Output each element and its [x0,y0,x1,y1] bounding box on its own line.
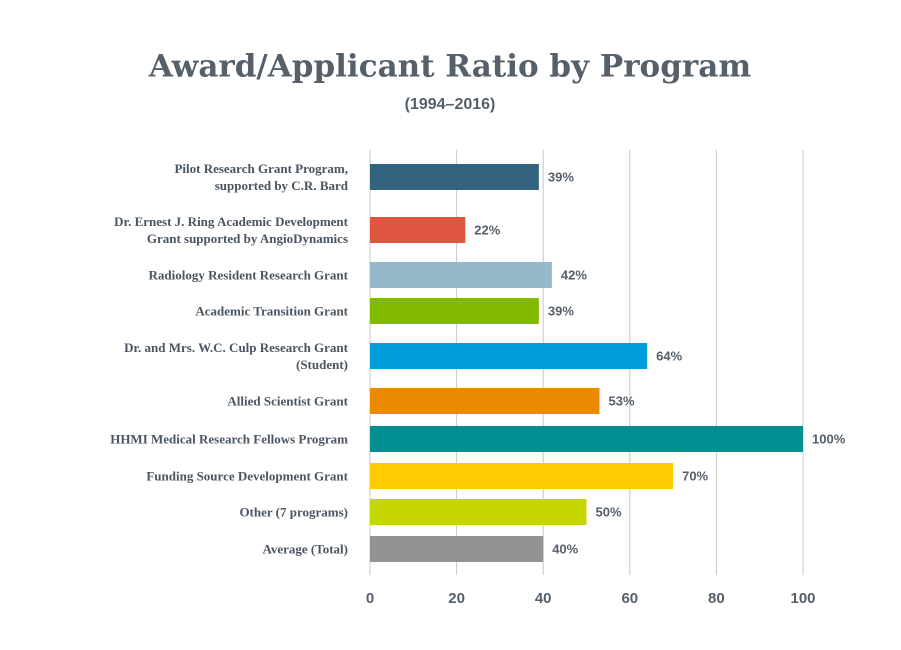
x-tick-label: 0 [366,590,374,607]
bar [370,217,466,243]
chart-title: Award/Applicant Ratio by Program [148,49,751,85]
bar [370,388,600,414]
category-label: Average (Total) [262,541,348,557]
bar [370,499,587,525]
chart-subtitle: (1994–2016) [405,96,496,113]
x-tick-label: 60 [621,590,638,607]
x-tick-label: 40 [535,590,552,607]
value-label: 53% [608,393,634,408]
value-label: 40% [552,541,578,556]
bar [370,536,544,562]
x-tick-label: 100 [790,590,815,607]
bar [370,262,552,288]
value-label: 64% [656,348,682,363]
category-label: Academic Transition Grant [195,303,348,319]
value-label: 70% [682,468,708,483]
bar [370,343,648,369]
value-label: 50% [596,504,622,519]
value-label: 39% [548,169,574,184]
bar [370,298,539,324]
bar [370,164,539,190]
category-label: Funding Source Development Grant [146,468,348,484]
value-label: 42% [561,267,587,282]
bar [370,463,674,489]
value-label: 22% [474,222,500,237]
x-tick-label: 20 [448,590,465,607]
category-label: Dr. and Mrs. W.C. Culp Research Grant (S… [124,340,348,372]
x-tick-label: 80 [708,590,725,607]
category-label: Other (7 programs) [239,504,348,520]
value-label: 100% [812,431,846,446]
category-label: Allied Scientist Grant [227,393,348,409]
category-label: Pilot Research Grant Program, supported … [174,161,348,193]
category-label: Radiology Resident Research Grant [148,267,348,283]
category-label: Dr. Ernest J. Ring Academic Development … [114,214,348,246]
value-label: 39% [548,303,574,318]
category-label: HHMI Medical Research Fellows Program [110,431,348,447]
bar [370,426,803,452]
